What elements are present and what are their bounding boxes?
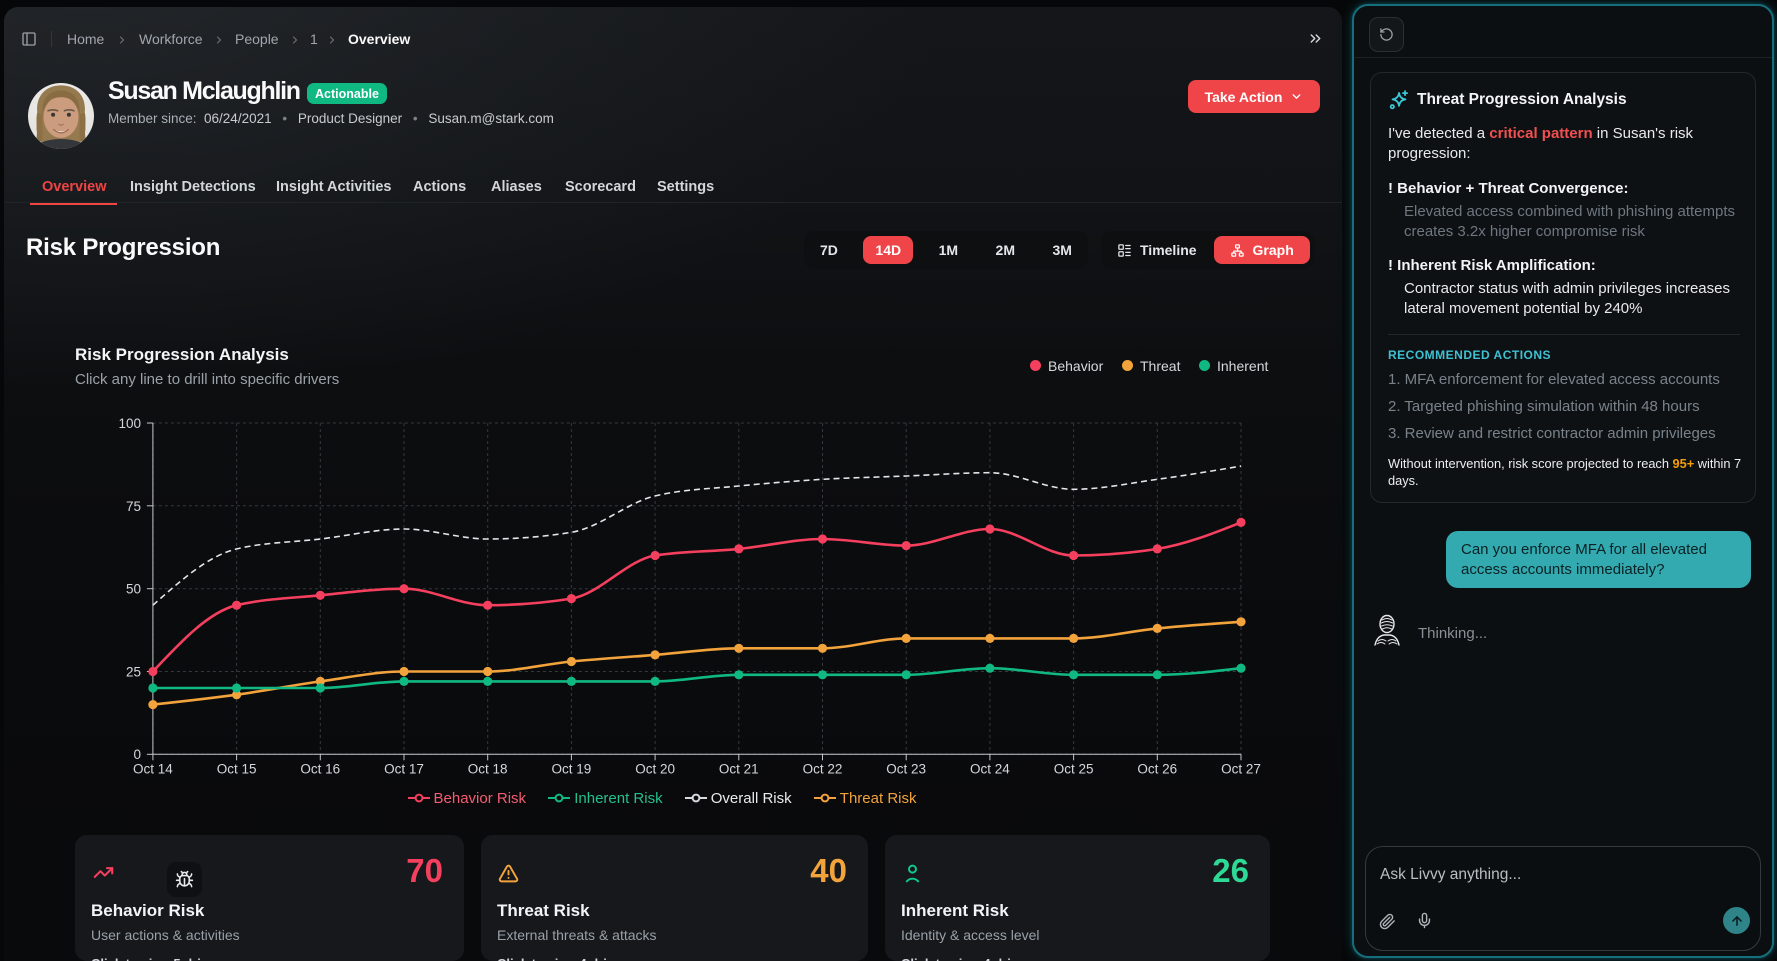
- svg-text:Oct 22: Oct 22: [803, 762, 843, 777]
- svg-text:Oct 27: Oct 27: [1221, 762, 1261, 777]
- svg-text:Oct 14: Oct 14: [133, 762, 173, 777]
- svg-text:Oct 25: Oct 25: [1054, 762, 1094, 777]
- svg-text:Oct 23: Oct 23: [886, 762, 926, 777]
- svg-text:Oct 15: Oct 15: [217, 762, 257, 777]
- svg-text:Oct 18: Oct 18: [468, 762, 508, 777]
- svg-text:Oct 20: Oct 20: [635, 762, 675, 777]
- svg-text:Oct 24: Oct 24: [970, 762, 1010, 777]
- svg-text:75: 75: [126, 499, 141, 514]
- svg-text:25: 25: [126, 665, 141, 680]
- svg-text:Oct 26: Oct 26: [1137, 762, 1177, 777]
- svg-text:Oct 19: Oct 19: [552, 762, 592, 777]
- svg-text:Oct 16: Oct 16: [300, 762, 340, 777]
- svg-text:100: 100: [118, 416, 141, 431]
- svg-text:Oct 17: Oct 17: [384, 762, 424, 777]
- svg-text:0: 0: [133, 747, 141, 762]
- svg-text:Oct 21: Oct 21: [719, 762, 759, 777]
- svg-text:50: 50: [126, 582, 141, 597]
